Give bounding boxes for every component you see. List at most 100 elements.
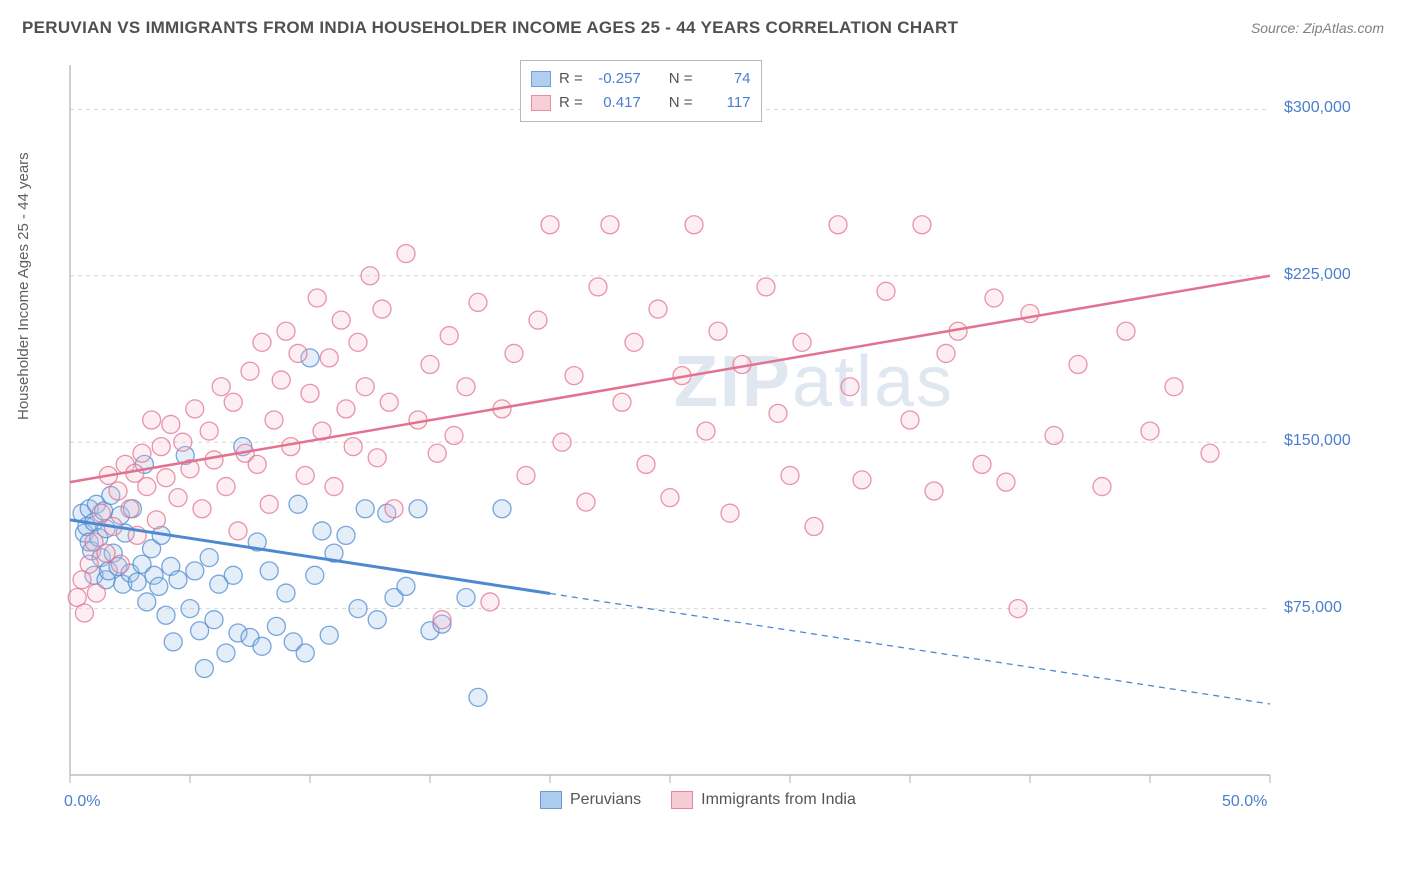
scatter-point	[769, 404, 787, 422]
scatter-point	[433, 611, 451, 629]
stat-r-value: 0.417	[591, 91, 641, 115]
scatter-point	[541, 216, 559, 234]
scatter-point	[1069, 356, 1087, 374]
scatter-point	[625, 333, 643, 351]
scatter-point	[493, 500, 511, 518]
scatter-point	[152, 438, 170, 456]
scatter-point	[913, 216, 931, 234]
scatter-point	[397, 577, 415, 595]
legend-swatch	[531, 95, 551, 111]
scatter-point	[685, 216, 703, 234]
scatter-point	[793, 333, 811, 351]
chart-source: Source: ZipAtlas.com	[1251, 20, 1384, 36]
scatter-point	[282, 438, 300, 456]
scatter-point	[267, 617, 285, 635]
scatter-point	[649, 300, 667, 318]
scatter-point	[169, 571, 187, 589]
scatter-point	[505, 344, 523, 362]
scatter-point	[373, 300, 391, 318]
scatter-point	[589, 278, 607, 296]
scatter-point	[709, 322, 727, 340]
scatter-point	[973, 455, 991, 473]
scatter-point	[997, 473, 1015, 491]
x-tick-label: 0.0%	[64, 793, 100, 811]
scatter-point	[877, 282, 895, 300]
y-tick-label: $225,000	[1284, 266, 1351, 284]
scatter-point	[440, 327, 458, 345]
scatter-point	[75, 604, 93, 622]
scatter-point	[469, 688, 487, 706]
chart-header: PERUVIAN VS IMMIGRANTS FROM INDIA HOUSEH…	[22, 18, 1384, 38]
scatter-point	[397, 245, 415, 263]
scatter-point	[613, 393, 631, 411]
scatter-point	[157, 469, 175, 487]
scatter-point	[248, 455, 266, 473]
scatter-point	[565, 367, 583, 385]
legend-bottom: PeruviansImmigrants from India	[540, 791, 856, 809]
scatter-point	[133, 444, 151, 462]
chart-area: ZIPatlas	[60, 55, 1380, 825]
scatter-point	[469, 293, 487, 311]
legend-swatch	[531, 71, 551, 87]
scatter-point	[421, 356, 439, 374]
scatter-point	[157, 606, 175, 624]
scatter-point	[289, 495, 307, 513]
scatter-point	[260, 562, 278, 580]
scatter-point	[313, 522, 331, 540]
scatter-point	[200, 549, 218, 567]
y-tick-label: $300,000	[1284, 99, 1351, 117]
scatter-point	[128, 573, 146, 591]
scatter-point	[901, 411, 919, 429]
scatter-point	[445, 427, 463, 445]
scatter-point	[721, 504, 739, 522]
stat-n-label: N =	[669, 91, 693, 115]
scatter-point	[925, 482, 943, 500]
y-tick-label: $150,000	[1284, 432, 1351, 450]
scatter-point	[217, 644, 235, 662]
scatter-point	[87, 584, 105, 602]
scatter-point	[661, 489, 679, 507]
scatter-point	[805, 518, 823, 536]
scatter-point	[781, 466, 799, 484]
scatter-point	[517, 466, 535, 484]
scatter-point	[174, 433, 192, 451]
scatter-point	[337, 400, 355, 418]
scatter-point	[217, 478, 235, 496]
scatter-point	[344, 438, 362, 456]
scatter-point	[1117, 322, 1135, 340]
scatter-point	[143, 411, 161, 429]
scatter-point	[1201, 444, 1219, 462]
scatter-point	[697, 422, 715, 440]
chart-title: PERUVIAN VS IMMIGRANTS FROM INDIA HOUSEH…	[22, 18, 958, 38]
scatter-point	[380, 393, 398, 411]
scatter-point	[306, 566, 324, 584]
scatter-point	[308, 289, 326, 307]
scatter-plot: ZIPatlas	[60, 55, 1380, 825]
scatter-point	[529, 311, 547, 329]
scatter-point	[349, 600, 367, 618]
scatter-point	[212, 378, 230, 396]
scatter-point	[361, 267, 379, 285]
scatter-point	[181, 600, 199, 618]
scatter-point	[200, 422, 218, 440]
scatter-point	[1021, 305, 1039, 323]
scatter-point	[409, 500, 427, 518]
legend-swatch	[540, 791, 562, 809]
scatter-point	[428, 444, 446, 462]
scatter-point	[224, 566, 242, 584]
scatter-point	[637, 455, 655, 473]
scatter-point	[186, 562, 204, 580]
legend-label: Immigrants from India	[701, 791, 856, 809]
scatter-point	[1009, 600, 1027, 618]
scatter-point	[80, 555, 98, 573]
scatter-point	[985, 289, 1003, 307]
scatter-point	[164, 633, 182, 651]
scatter-point	[150, 577, 168, 595]
scatter-point	[260, 495, 278, 513]
stats-legend-box: R =-0.257N =74R =0.417N =117	[520, 60, 762, 122]
scatter-point	[265, 411, 283, 429]
scatter-point	[1045, 427, 1063, 445]
scatter-point	[272, 371, 290, 389]
stat-n-label: N =	[669, 67, 693, 91]
scatter-point	[205, 611, 223, 629]
